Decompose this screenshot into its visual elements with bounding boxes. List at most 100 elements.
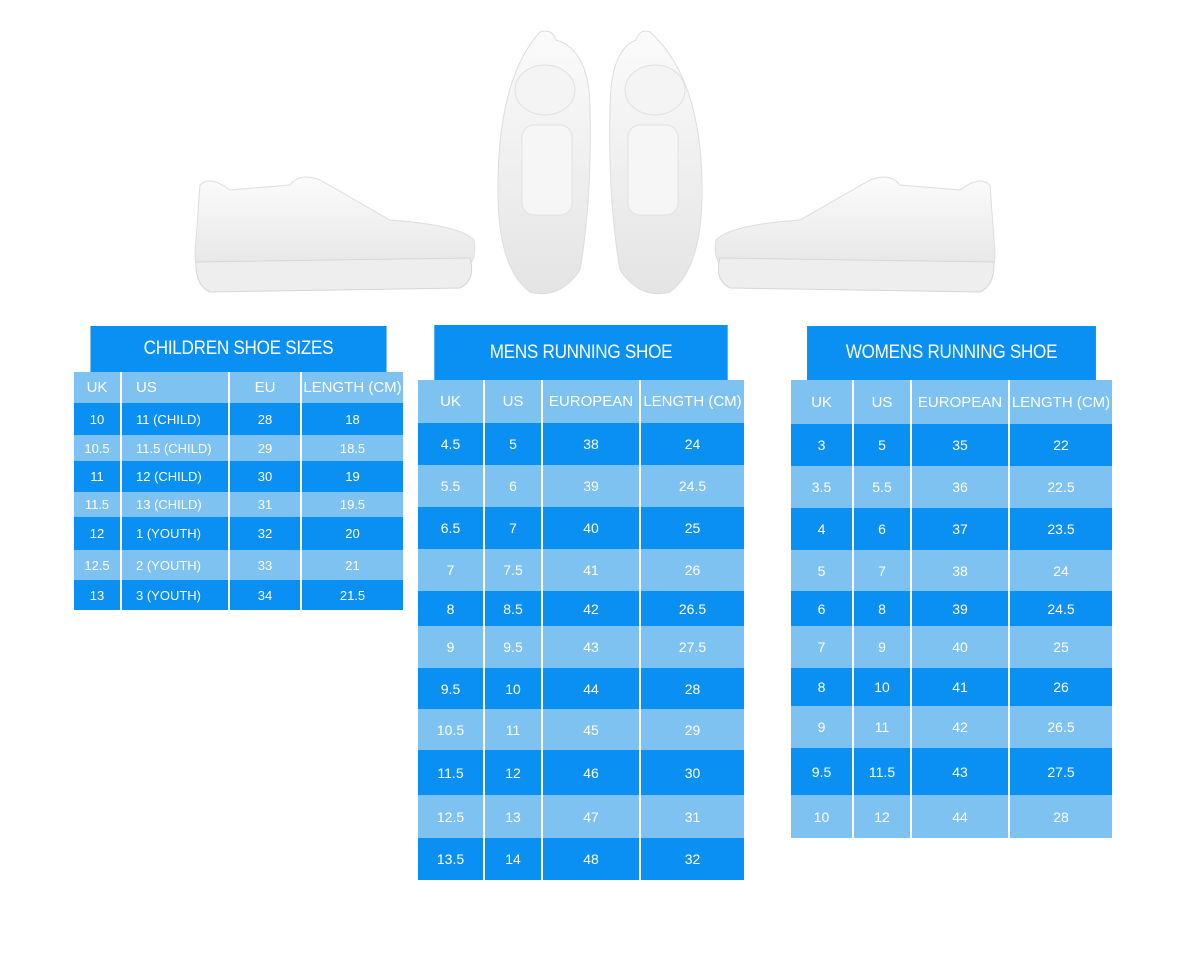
table-cell: 6 <box>791 591 854 626</box>
table-cell: 42 <box>543 591 641 626</box>
mens-size-table: MENS RUNNING SHOE UK US EUROPEAN LENGTH (CM)… <box>418 325 744 880</box>
column-header: US <box>122 372 230 403</box>
column-header: LENGTH (CM) <box>1010 380 1112 424</box>
table-row: 8 10 41 26 <box>791 668 1112 706</box>
table-cell: 33 <box>230 550 302 580</box>
table-cell: 40 <box>912 626 1010 668</box>
table-cell: 11.5 <box>418 750 485 795</box>
table-row: 4 6 37 23.5 <box>791 508 1112 550</box>
table-cell: 24.5 <box>1010 591 1112 626</box>
table-cell: 41 <box>543 549 641 591</box>
table-cell: 9.5 <box>418 668 485 709</box>
table-cell: 10.5 <box>74 435 122 461</box>
table-cell: 10.5 <box>418 709 485 750</box>
table-cell: 12.5 <box>418 795 485 838</box>
table-cell: 43 <box>912 748 1010 795</box>
table-title: WOMENS RUNNING SHOE <box>807 326 1096 380</box>
column-header: UK <box>74 372 122 403</box>
table-cell: 9 <box>791 706 854 748</box>
table-row: 10 11 (CHILD) 28 18 <box>74 403 403 435</box>
table-row: 6 8 39 24.5 <box>791 591 1112 626</box>
table-cell: 12.5 <box>74 550 122 580</box>
table-cell: 41 <box>912 668 1010 706</box>
table-cell: 7 <box>418 549 485 591</box>
table-cell: 32 <box>641 838 744 880</box>
table-row: 3.5 5.5 36 22.5 <box>791 466 1112 508</box>
table-cell: 37 <box>912 508 1010 550</box>
table-cell: 45 <box>543 709 641 750</box>
table-row: 3 5 35 22 <box>791 424 1112 466</box>
table-cell: 14 <box>485 838 543 880</box>
table-cell: 10 <box>854 668 912 706</box>
table-row: 9.5 10 44 28 <box>418 668 744 709</box>
table-cell: 24 <box>641 423 744 465</box>
table-cell: 9.5 <box>485 626 543 668</box>
table-row: 7 9 40 25 <box>791 626 1112 668</box>
table-cell: 12 <box>74 517 122 550</box>
shoe-images <box>194 30 996 295</box>
table-row: 13.5 14 48 32 <box>418 838 744 880</box>
table-title: CHILDREN SHOE SIZES <box>90 326 387 372</box>
table-cell: 19 <box>302 461 403 492</box>
table-cell: 48 <box>543 838 641 880</box>
table-row: 11.5 12 46 30 <box>418 750 744 795</box>
column-header: US <box>854 380 912 424</box>
table-cell: 21.5 <box>302 580 403 610</box>
table-cell: 2 (YOUTH) <box>122 550 230 580</box>
table-cell: 5 <box>485 423 543 465</box>
table-cell: 30 <box>230 461 302 492</box>
table-cell: 11 (CHILD) <box>122 403 230 435</box>
table-cell: 39 <box>543 465 641 507</box>
table-row: 8 8.5 42 26.5 <box>418 591 744 626</box>
table-cell: 9 <box>854 626 912 668</box>
table-cell: 40 <box>543 507 641 549</box>
table-row: 4.5 5 38 24 <box>418 423 744 465</box>
table-header-row: UK US EUROPEAN LENGTH (CM) <box>418 380 744 423</box>
shoe-top-left <box>497 30 591 295</box>
table-cell: 10 <box>485 668 543 709</box>
table-cell: 35 <box>912 424 1010 466</box>
table-cell: 12 (CHILD) <box>122 461 230 492</box>
table-cell: 13 (CHILD) <box>122 492 230 517</box>
table-cell: 12 <box>854 795 912 838</box>
table-cell: 43 <box>543 626 641 668</box>
table-cell: 22.5 <box>1010 466 1112 508</box>
table-cell: 5 <box>791 550 854 591</box>
table-cell: 34 <box>230 580 302 610</box>
table-title: MENS RUNNING SHOE <box>434 325 728 380</box>
table-row: 12 1 (YOUTH) 32 20 <box>74 517 403 550</box>
table-cell: 44 <box>543 668 641 709</box>
table-cell: 38 <box>543 423 641 465</box>
table-cell: 12 <box>485 750 543 795</box>
children-size-table: CHILDREN SHOE SIZES UK US EU LENGTH (CM) 10 11… <box>74 326 403 610</box>
column-header: EUROPEAN <box>543 380 641 423</box>
table-cell: 44 <box>912 795 1010 838</box>
table-cell: 31 <box>230 492 302 517</box>
table-cell: 18 <box>302 403 403 435</box>
table-cell: 9.5 <box>791 748 854 795</box>
table-cell: 36 <box>912 466 1010 508</box>
table-cell: 13 <box>485 795 543 838</box>
table-cell: 10 <box>791 795 854 838</box>
table-cell: 20 <box>302 517 403 550</box>
shoe-top-right <box>609 30 703 295</box>
column-header: US <box>485 380 543 423</box>
table-cell: 7 <box>791 626 854 668</box>
table-cell: 46 <box>543 750 641 795</box>
table-cell: 6 <box>485 465 543 507</box>
table-cell: 42 <box>912 706 1010 748</box>
table-row: 7 7.5 41 26 <box>418 549 744 591</box>
table-cell: 38 <box>912 550 1010 591</box>
table-cell: 13.5 <box>418 838 485 880</box>
table-cell: 28 <box>641 668 744 709</box>
table-row: 9 11 42 26.5 <box>791 706 1112 748</box>
table-cell: 5 <box>854 424 912 466</box>
table-row: 13 3 (YOUTH) 34 21.5 <box>74 580 403 610</box>
table-cell: 11 <box>485 709 543 750</box>
table-row: 5.5 6 39 24.5 <box>418 465 744 507</box>
table-cell: 28 <box>230 403 302 435</box>
table-cell: 8 <box>791 668 854 706</box>
table-cell: 11.5 <box>74 492 122 517</box>
table-cell: 21 <box>302 550 403 580</box>
table-cell: 8 <box>418 591 485 626</box>
